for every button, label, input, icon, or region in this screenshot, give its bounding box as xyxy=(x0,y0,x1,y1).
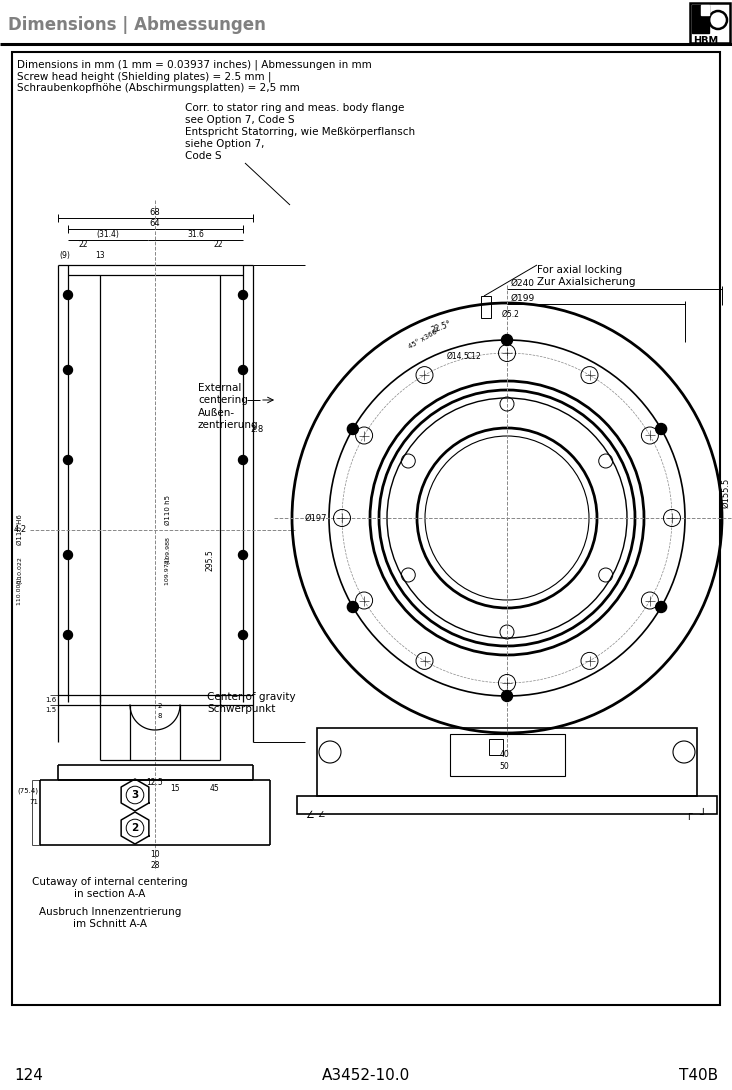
Bar xyxy=(692,5,709,33)
Bar xyxy=(317,728,697,796)
Text: Ø110 H6: Ø110 H6 xyxy=(17,514,23,545)
Bar xyxy=(489,739,503,755)
Text: 1.6: 1.6 xyxy=(45,697,56,703)
Text: ┘: ┘ xyxy=(699,810,706,820)
Text: T40B: T40B xyxy=(679,1068,718,1083)
Text: External: External xyxy=(198,383,242,393)
Text: 2: 2 xyxy=(158,703,163,709)
Circle shape xyxy=(64,550,72,559)
Text: 2: 2 xyxy=(131,823,138,833)
Text: Schwerpunkt: Schwerpunkt xyxy=(207,704,275,714)
Text: Ø199: Ø199 xyxy=(511,294,535,303)
Circle shape xyxy=(64,291,72,300)
Text: Zur Axialsicherung: Zur Axialsicherung xyxy=(537,277,635,287)
Text: Screw head height (Shielding plates) = 2.5 mm |: Screw head height (Shielding plates) = 2… xyxy=(17,72,272,83)
Text: 22: 22 xyxy=(78,240,88,249)
Circle shape xyxy=(656,602,667,613)
Text: Dimensions | Abmessungen: Dimensions | Abmessungen xyxy=(8,16,266,34)
Text: im Schnitt A-A: im Schnitt A-A xyxy=(73,919,147,929)
Text: 45° x360°: 45° x360° xyxy=(408,327,442,350)
Bar xyxy=(297,796,717,814)
Text: 1.5: 1.5 xyxy=(45,707,56,713)
Text: ┌: ┌ xyxy=(685,810,692,820)
Text: Ø5.2: Ø5.2 xyxy=(502,310,520,319)
Circle shape xyxy=(239,456,247,464)
Circle shape xyxy=(239,291,247,300)
Text: Ø155.5: Ø155.5 xyxy=(721,477,730,508)
Text: Corr. to stator ring and meas. body flange: Corr. to stator ring and meas. body flan… xyxy=(185,102,404,113)
Text: Ausbruch Innenzentrierung: Ausbruch Innenzentrierung xyxy=(39,907,182,917)
Text: (110.022: (110.022 xyxy=(18,556,23,584)
Text: Center of gravity: Center of gravity xyxy=(207,692,296,702)
Text: 4.2: 4.2 xyxy=(14,525,27,534)
Text: 28: 28 xyxy=(150,861,160,870)
Circle shape xyxy=(239,550,247,559)
Text: 64: 64 xyxy=(149,219,160,228)
Text: Ø197: Ø197 xyxy=(305,513,327,522)
Circle shape xyxy=(501,690,512,702)
Bar xyxy=(450,734,565,776)
Text: 68: 68 xyxy=(149,208,160,217)
Circle shape xyxy=(64,365,72,375)
Text: 45: 45 xyxy=(210,784,220,794)
Bar xyxy=(701,5,709,15)
Text: see Option 7, Code S: see Option 7, Code S xyxy=(185,116,294,125)
Text: (9): (9) xyxy=(59,251,70,261)
Text: 13: 13 xyxy=(95,251,105,261)
Text: HBM: HBM xyxy=(693,36,718,46)
Bar xyxy=(481,296,491,318)
Circle shape xyxy=(348,602,359,613)
Circle shape xyxy=(501,335,512,346)
Text: 295.5: 295.5 xyxy=(206,549,214,571)
Text: 50: 50 xyxy=(499,762,509,771)
Text: 8: 8 xyxy=(158,713,163,719)
Text: 124: 124 xyxy=(14,1068,43,1083)
Text: Ø240: Ø240 xyxy=(511,279,535,288)
Circle shape xyxy=(239,630,247,640)
Text: 40: 40 xyxy=(499,750,509,759)
Text: 22.5°: 22.5° xyxy=(430,319,452,335)
Text: Schraubenkopfhöhe (Abschirmungsplatten) = 2,5 mm: Schraubenkopfhöhe (Abschirmungsplatten) … xyxy=(17,83,299,93)
Text: Ø14.5: Ø14.5 xyxy=(447,352,470,361)
Circle shape xyxy=(64,456,72,464)
Text: 15: 15 xyxy=(170,784,180,794)
Text: Außen-: Außen- xyxy=(198,408,235,417)
Text: 71: 71 xyxy=(29,799,38,806)
Text: C12: C12 xyxy=(467,352,482,361)
Circle shape xyxy=(348,424,359,435)
Text: 2.8: 2.8 xyxy=(250,425,264,435)
Circle shape xyxy=(239,365,247,375)
Text: 110.000): 110.000) xyxy=(18,578,23,607)
Text: 3: 3 xyxy=(131,790,138,800)
Text: A3452-10.0: A3452-10.0 xyxy=(322,1068,410,1083)
Text: (109.988: (109.988 xyxy=(165,536,171,564)
Text: ∠: ∠ xyxy=(317,810,324,819)
Circle shape xyxy=(656,424,667,435)
Text: siehe Option 7,: siehe Option 7, xyxy=(185,140,264,149)
Text: (31.4): (31.4) xyxy=(97,230,119,239)
Text: 109.972): 109.972) xyxy=(165,557,171,588)
Text: 10: 10 xyxy=(150,850,160,859)
Text: Entspricht Statorring, wie Meßkörperflansch: Entspricht Statorring, wie Meßkörperflan… xyxy=(185,128,415,137)
Text: 31.6: 31.6 xyxy=(187,230,204,239)
Text: centering: centering xyxy=(198,395,248,405)
Text: zentrierung: zentrierung xyxy=(198,420,258,429)
Text: 22: 22 xyxy=(213,240,223,249)
Text: Ø110 h5: Ø110 h5 xyxy=(165,495,171,525)
Text: ∠: ∠ xyxy=(305,810,314,820)
Text: Dimensions in mm (1 mm = 0.03937 inches) | Abmessungen in mm: Dimensions in mm (1 mm = 0.03937 inches)… xyxy=(17,60,372,71)
Text: in section A-A: in section A-A xyxy=(75,889,146,899)
Bar xyxy=(690,3,730,43)
Bar xyxy=(12,52,720,1005)
Text: Cutaway of internal centering: Cutaway of internal centering xyxy=(32,877,188,887)
Text: For axial locking: For axial locking xyxy=(537,265,622,275)
Text: Code S: Code S xyxy=(185,152,222,161)
Text: (75.4): (75.4) xyxy=(17,788,38,795)
Circle shape xyxy=(64,630,72,640)
Text: 12.5: 12.5 xyxy=(146,778,163,787)
